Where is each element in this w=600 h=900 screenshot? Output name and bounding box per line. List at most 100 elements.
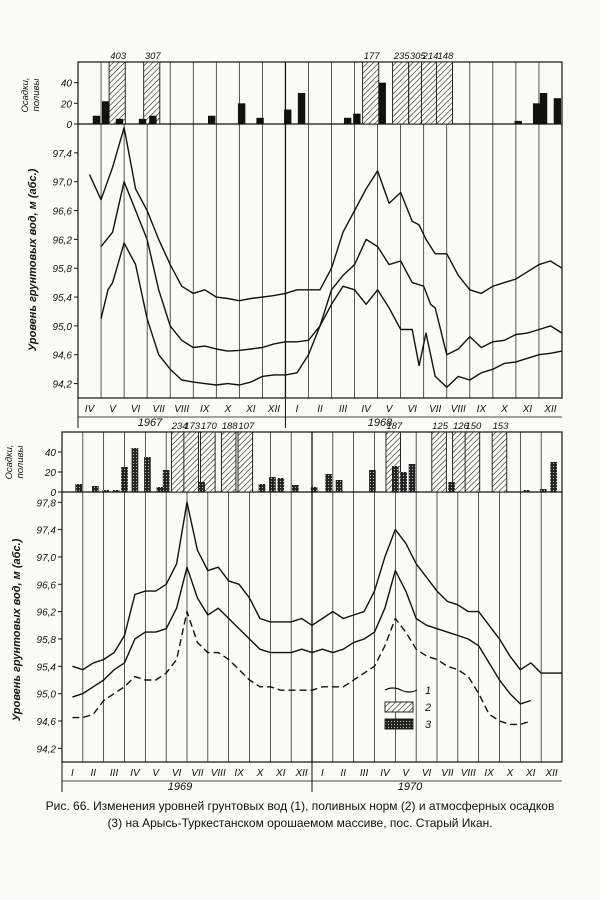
legend-label: 3 [425,719,432,731]
precipitation-bar [162,470,170,492]
ytick-label: 97,4 [53,149,73,160]
irrigation-value-label: 150 [465,421,482,432]
ytick-label: 97,4 [37,526,57,537]
month-label: VII [441,768,453,779]
month-label: I [71,768,74,779]
month-label: III [360,768,369,779]
ytick-label: 96,6 [53,207,73,218]
precipitation-bar [353,113,361,124]
irrigation-bar [237,431,254,493]
month-label: XI [275,768,286,779]
groundwater-series-1 [72,501,562,674]
groundwater-series-2 [100,181,563,356]
month-label: XII [543,404,556,415]
month-label: XII [544,768,557,779]
month-label: X [223,404,231,415]
irrigation-bar [362,61,380,125]
precipitation-bar [343,117,352,124]
precipitation-bar [207,115,216,124]
bar-ytick-label: 40 [45,448,57,459]
bar-ytick-label: 0 [50,488,56,499]
legend-label: 1 [425,685,431,697]
precipitation-bar [144,457,151,492]
month-label: VIII [461,768,476,779]
month-label: II [90,768,96,779]
precipitation-bar [237,103,246,124]
month-label: IX [200,404,210,415]
precipitation-bar [112,490,120,492]
month-label: II [317,404,323,415]
month-label: VII [191,768,203,779]
month-label: II [340,768,346,779]
month-label: V [402,768,410,779]
groundwater-series-3 [72,610,532,726]
month-label: I [296,404,299,415]
precipitation-bar [392,466,399,492]
precipitation-bar [550,462,557,492]
bar-axis-title: Осадки,поливы [4,444,26,479]
precipitation-bar [408,464,416,492]
irrigation-bar [108,61,126,125]
y-axis-title: Уровень грунтовых вод, м (абс.) [27,168,39,351]
irrigation-bar [143,61,161,125]
legend-dots-swatch [384,718,414,730]
month-label: XI [525,768,536,779]
precipitation-bar [292,485,299,492]
top-panel-chart: IV V VI VII VIII IX X XI XII I II III IV V VI VII VIII IX… [20,51,563,429]
y-axis-title: Уровень грунтовых вод, м (абс.) [11,538,23,721]
month-label: IX [484,768,494,779]
legend-line-swatch [384,687,418,693]
month-label: IV [380,768,391,779]
month-label: VI [422,768,432,779]
month-label: V [386,404,394,415]
month-label: VIII [211,768,226,779]
precipitation-bar [101,101,110,124]
ytick-label: 97,0 [37,553,57,564]
irrigation-bar [200,431,216,493]
ytick-label: 95,0 [37,690,57,701]
irrigation-value-label: 305 [410,51,427,62]
irrigation-value-label: 173 [184,421,201,432]
bar-ytick-label: 20 [44,468,57,479]
irrigation-bar [420,61,438,125]
irrigation-bar [183,431,199,493]
precipitation-bar [269,477,276,492]
month-label: XI [245,404,256,415]
irrigation-bar [392,61,410,125]
irrigation-value-label: 170 [201,421,218,432]
month-label: VIII [174,404,189,415]
ytick-label: 94,6 [37,717,57,728]
groundwater-series-1 [88,126,563,302]
precipitation-bar [92,115,101,124]
ytick-label: 94,2 [53,380,73,391]
bar-axis-title: Осадки,поливы [20,77,42,112]
ytick-label: 95,4 [37,662,57,673]
month-label: XI [522,404,533,415]
irrigation-value-label: 235 [393,51,411,62]
month-label: III [339,404,348,415]
bar-ytick-label: 40 [61,79,73,90]
precipitation-bar [400,472,407,492]
bar-axis-title-line: Осадки, [20,77,31,112]
month-label: VII [429,404,441,415]
year-label: 1968 [368,417,393,429]
precipitation-bar [523,490,530,492]
month-label: IV [85,404,96,415]
irrigation-bar [220,431,237,493]
month-label: X [500,404,508,415]
legend: 1 2 3 [384,685,432,731]
year-label: 1970 [398,781,423,793]
month-label: XII [294,768,307,779]
irrigation-bar [491,431,508,493]
irrigation-value-label: 125 [432,421,449,432]
precipitation-bar [92,486,99,492]
month-label: VI [131,404,141,415]
irrigation-value-label: 307 [145,51,162,62]
precipitation-bar [258,484,266,492]
precipitation-bar [539,93,548,124]
bar-ytick-label: 20 [60,99,73,110]
precipitation-bar [369,470,376,492]
irrigation-value-label: 177 [364,51,381,62]
month-label: IX [477,404,487,415]
